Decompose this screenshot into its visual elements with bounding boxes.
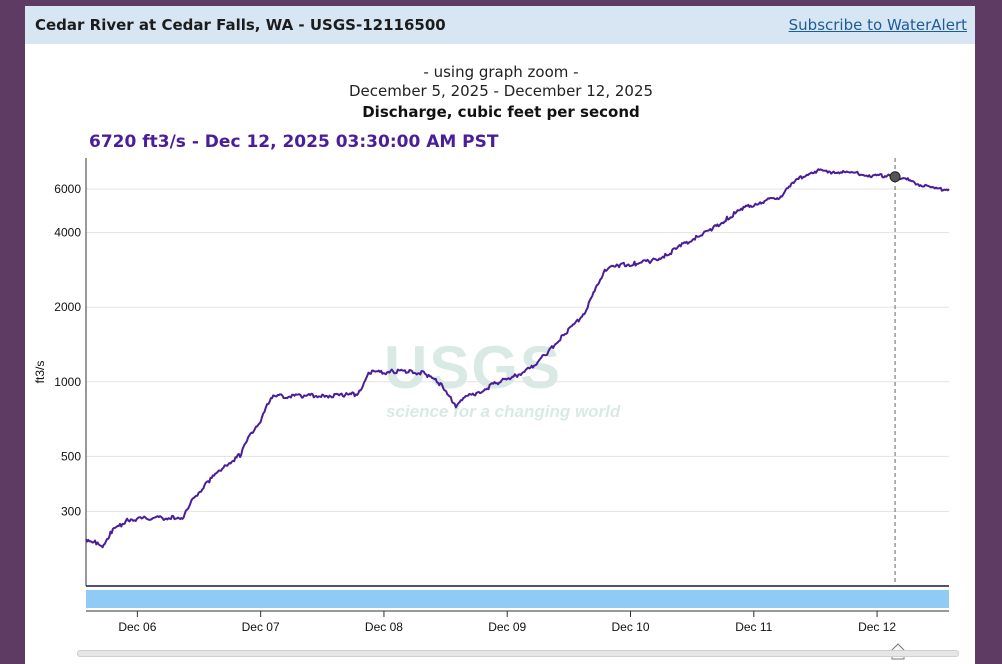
site-title: Cedar River at Cedar Falls, WA - USGS-12… bbox=[35, 16, 446, 34]
discharge-series-line bbox=[85, 168, 950, 549]
page-header: Cedar River at Cedar Falls, WA - USGS-12… bbox=[23, 6, 977, 44]
brush-selection-bar[interactable] bbox=[86, 590, 949, 608]
cursor-point bbox=[889, 171, 901, 183]
x-tick-label: Dec 11 bbox=[735, 620, 772, 634]
y-tick-label: 6000 bbox=[54, 182, 81, 196]
zoom-slider-track[interactable] bbox=[77, 650, 959, 657]
parameter-title: Discharge, cubic feet per second bbox=[362, 103, 640, 121]
x-tick-label: Dec 08 bbox=[365, 620, 403, 634]
chart-panel bbox=[23, 6, 977, 664]
date-range: December 5, 2025 - December 12, 2025 bbox=[348, 82, 654, 100]
x-tick-label: Dec 07 bbox=[242, 620, 280, 634]
y-tick-label: 1000 bbox=[54, 375, 81, 389]
y-tick-label: 4000 bbox=[54, 226, 81, 240]
x-tick-label: Dec 06 bbox=[118, 620, 156, 634]
y-axis-title: ft3/s bbox=[33, 361, 47, 384]
x-tick-label: Dec 10 bbox=[611, 620, 649, 634]
zoom-note: - using graph zoom - bbox=[423, 63, 579, 81]
x-tick-label: Dec 09 bbox=[488, 620, 526, 634]
y-tick-label: 300 bbox=[61, 504, 81, 518]
cursor-readout: 6720 ft3/s - Dec 12, 2025 03:30:00 AM PS… bbox=[89, 132, 499, 152]
subscribe-waterAlert-link[interactable]: Subscribe to WaterAlert bbox=[788, 16, 967, 34]
x-tick-label: Dec 12 bbox=[858, 620, 896, 634]
y-tick-label: 500 bbox=[61, 449, 81, 463]
y-tick-label: 2000 bbox=[54, 300, 81, 314]
